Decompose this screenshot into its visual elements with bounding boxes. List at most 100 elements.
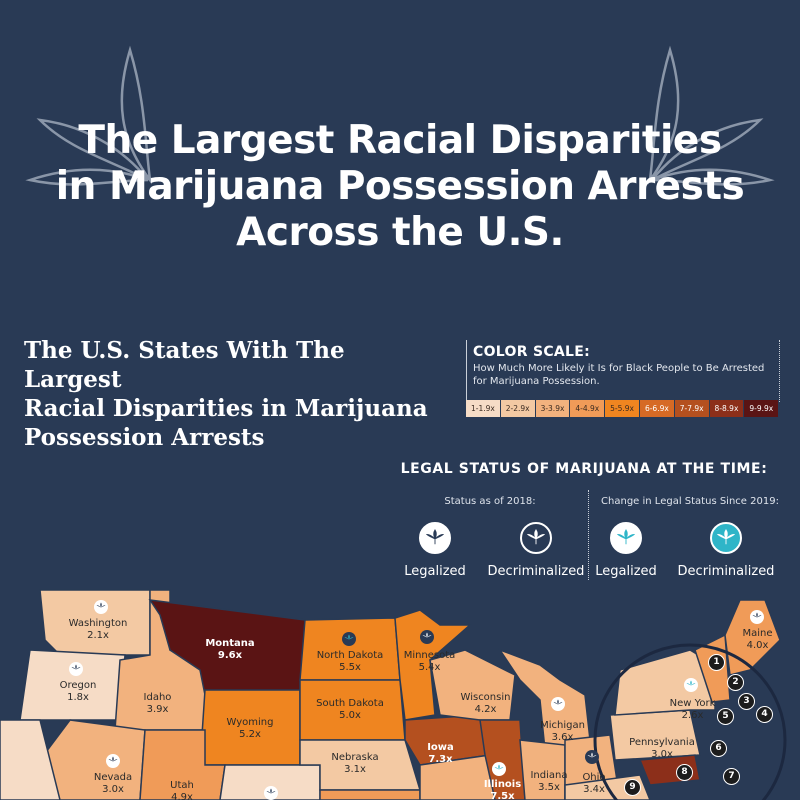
state-missouri [419, 754, 501, 800]
leaf-dark-icon [520, 522, 552, 554]
state-marker: 5 [717, 708, 734, 725]
color-scale-title: COLOR SCALE: [473, 344, 591, 360]
scale-bin: 3-3.9x [535, 400, 571, 417]
state-new-york [614, 649, 716, 716]
leaf-dark-icon [420, 630, 434, 644]
state-label-illinois: Illinois 7.5x [475, 779, 530, 800]
state-label-utah: Utah 4.9x [152, 780, 212, 800]
scale-right-rule [779, 340, 780, 402]
state-label-washington: Washington 2.1x [58, 618, 138, 642]
leaf-white-icon [551, 697, 565, 711]
legend-label: Legalized [595, 564, 657, 579]
scale-bin: 5-5.9x [605, 400, 640, 417]
state-value: 7.5x [490, 791, 515, 800]
state-marker: 6 [710, 740, 727, 757]
state-marker: 9 [624, 779, 641, 796]
state-name: North Dakota [316, 650, 384, 661]
state-value: 2.6x [681, 710, 704, 721]
leaf-dark-icon [585, 750, 599, 764]
state-name: Nevada [93, 772, 133, 783]
state-label-pennsylvania: Pennsylvania 3.0x [622, 737, 702, 761]
leaf-white-icon [750, 610, 764, 624]
state-value: 3.6x [551, 732, 574, 743]
state-value: 2.1x [87, 630, 109, 641]
state-indiana [519, 739, 566, 800]
state-value: 5.4x [418, 662, 441, 673]
state-label-new-york: New York 2.6x [660, 698, 725, 722]
state-name: Wyoming [226, 717, 274, 728]
legend-label: Decriminalized [487, 564, 585, 579]
title-line-2: in Marijuana Possession Arrests [55, 164, 745, 209]
legend-label: Decriminalized [677, 564, 775, 579]
state-name: Idaho [143, 692, 172, 703]
scale-bin: 6-6.9x [639, 400, 675, 417]
state-california [0, 719, 61, 800]
state-name: Ohio [582, 772, 606, 783]
state-label-nebraska: Nebraska 3.1x [320, 752, 390, 776]
state-name: Maine [742, 628, 773, 639]
cannabis-leaf-decoration-left [25, 45, 152, 186]
state-label-ohio: Ohio 3.4x [574, 772, 614, 796]
state-label-south-dakota: South Dakota 5.0x [305, 698, 395, 722]
state-value: 4.2x [474, 704, 497, 715]
state-name: Indiana [530, 770, 568, 781]
scale-bin: 4-4.9x [570, 400, 606, 417]
state-value: 3.0x [651, 749, 673, 760]
scale-bin: 9-9.9x [744, 400, 780, 417]
leaf-teal-filled-icon [710, 522, 742, 554]
state-label-maine: Maine 4.0x [735, 628, 780, 652]
state-value: 1.8x [67, 692, 89, 703]
scale-bin: 8-8.9x [709, 400, 745, 417]
leaf-white-icon [419, 522, 451, 554]
state-colorado [219, 764, 321, 800]
state-name: Pennsylvania [629, 737, 695, 748]
state-name: Nebraska [331, 752, 379, 763]
state-label-michigan: Michigan 3.6x [530, 720, 595, 744]
state-name: Montana [205, 638, 255, 649]
subtitle-line-1: The U.S. States With The Largest [24, 337, 345, 393]
state-value: 3.5x [538, 782, 560, 793]
state-value: 5.5x [339, 662, 361, 673]
state-value: 3.1x [344, 764, 366, 775]
legal-status-since-2019-label: Change in Legal Status Since 2019: [601, 496, 779, 507]
page-title: The Largest Racial Disparities in Mariju… [0, 118, 800, 256]
title-line-3: Across the U.S. [236, 210, 564, 255]
scale-bin: 1-1.9x [466, 400, 501, 417]
state-marker: 2 [727, 674, 744, 691]
state-name: Iowa [427, 742, 454, 753]
state-marker: 4 [756, 706, 773, 723]
state-value: 4.0x [746, 640, 769, 651]
subtitle-line-3: Possession Arrests [24, 424, 265, 451]
state-name: Illinois [483, 779, 522, 790]
leaf-dark-icon [342, 632, 356, 646]
color-scale-bins: 1-1.9x 2-2.9x 3-3.9x 4-4.9x 5-5.9x 6-6.9… [466, 400, 780, 417]
legend-legalized-since-2019: Legalized [571, 522, 681, 579]
state-name: Michigan [540, 720, 585, 731]
legend-decriminalized-2018: Decriminalized [481, 522, 591, 579]
leaf-white-icon [69, 662, 83, 676]
state-marker: 8 [676, 764, 693, 781]
legend-legalized-2018: Legalized [380, 522, 490, 579]
legal-status-title: LEGAL STATUS OF MARIJUANA AT THE TIME: [0, 461, 800, 477]
legend-label: Legalized [404, 564, 466, 579]
state-value: 7.3x [428, 754, 453, 765]
leaf-teal-icon [684, 678, 698, 692]
state-marker: 7 [723, 768, 740, 785]
northeast-zoom-circle [593, 643, 787, 800]
state-name: South Dakota [316, 698, 384, 709]
state-label-wyoming: Wyoming 5.2x [215, 717, 285, 741]
state-label-nevada: Nevada 3.0x [78, 772, 148, 796]
state-value: 3.9x [146, 704, 169, 715]
state-value: 3.0x [102, 784, 124, 795]
state-illinois [479, 719, 526, 800]
state-value: 4.9x [171, 792, 193, 800]
state-label-indiana: Indiana 3.5x [524, 770, 574, 794]
state-name: Washington [68, 618, 128, 629]
state-label-minnesota: Minnesota 5.4x [392, 650, 467, 674]
section-subtitle: The U.S. States With The Largest Racial … [24, 336, 444, 452]
us-map-shapes [0, 589, 787, 800]
state-value: 5.2x [239, 729, 261, 740]
legal-status-title-text: LEGAL STATUS OF MARIJUANA AT THE TIME: [400, 461, 768, 477]
subtitle-line-2: Racial Disparities in Marijuana [24, 395, 428, 422]
scale-bin: 7-7.9x [674, 400, 710, 417]
